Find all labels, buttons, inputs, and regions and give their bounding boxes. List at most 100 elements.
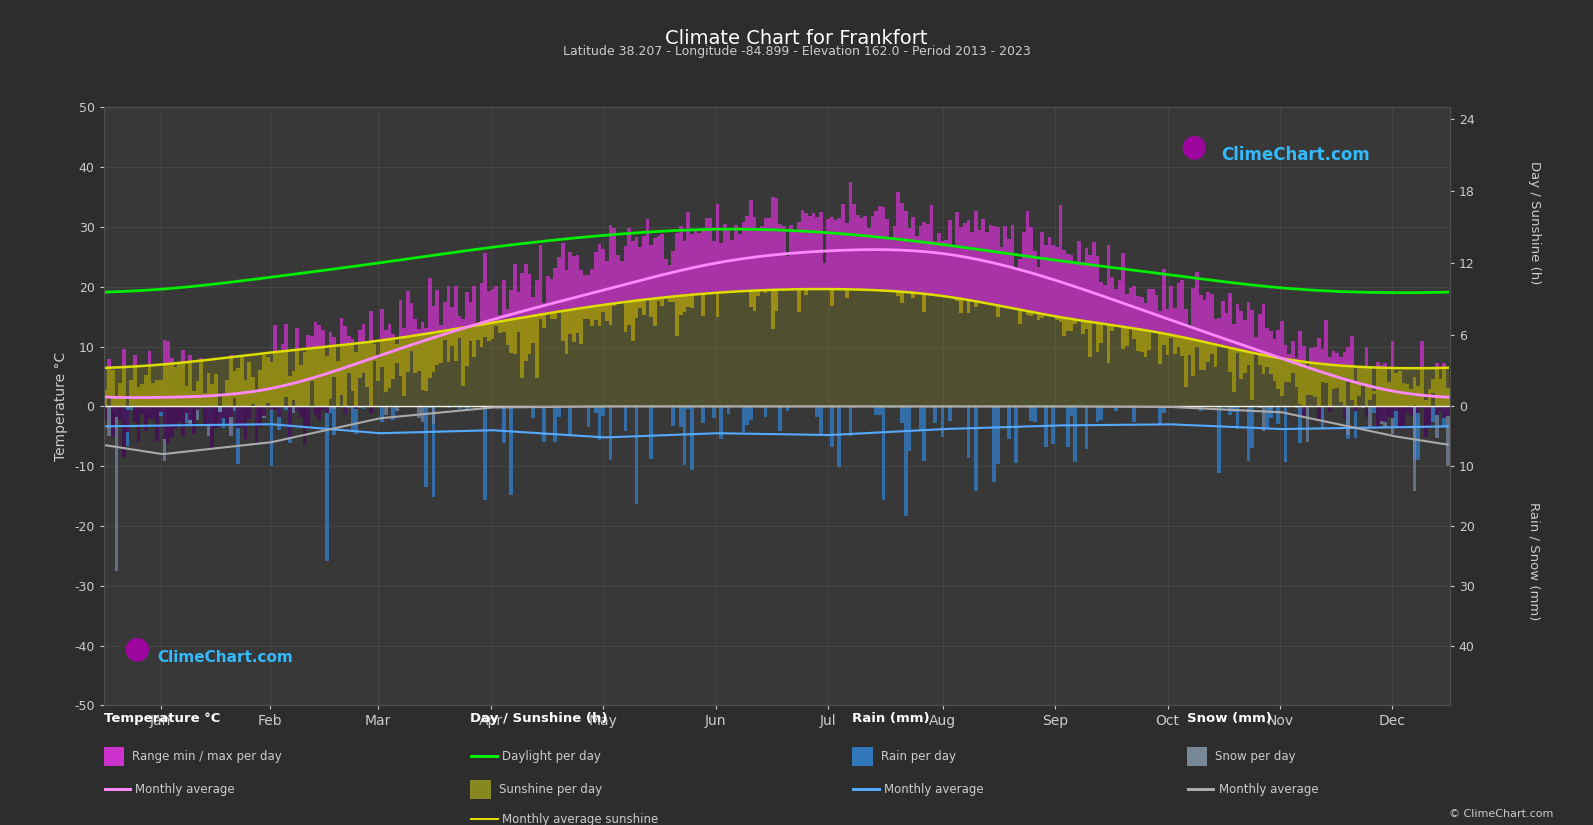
Bar xyxy=(225,380,229,407)
Bar xyxy=(1340,357,1343,365)
Bar xyxy=(628,301,631,324)
Bar xyxy=(280,344,284,351)
Bar xyxy=(1018,259,1021,309)
Bar xyxy=(908,229,911,292)
Bar xyxy=(926,224,930,295)
Bar xyxy=(774,198,779,290)
Bar xyxy=(236,368,241,407)
Bar xyxy=(749,290,752,307)
Bar xyxy=(687,407,690,409)
Bar xyxy=(432,407,435,424)
Bar xyxy=(1192,340,1195,376)
Bar xyxy=(370,312,373,342)
Bar xyxy=(333,337,336,346)
Text: Monthly average: Monthly average xyxy=(135,783,236,796)
Bar xyxy=(295,328,299,350)
Bar xyxy=(1063,250,1066,318)
Bar xyxy=(1243,320,1247,351)
Bar xyxy=(1133,286,1136,328)
Bar xyxy=(664,297,667,299)
Bar xyxy=(878,407,881,414)
Bar xyxy=(284,407,288,410)
Bar xyxy=(1306,407,1309,442)
Bar xyxy=(785,256,790,290)
Bar xyxy=(521,318,524,379)
Bar xyxy=(1018,309,1021,323)
Text: Monthly average: Monthly average xyxy=(884,783,984,796)
Bar xyxy=(1080,262,1085,321)
Bar xyxy=(1273,339,1276,357)
Bar xyxy=(177,407,182,422)
Bar xyxy=(989,225,992,304)
Bar xyxy=(623,407,628,431)
Bar xyxy=(903,407,908,516)
Bar xyxy=(443,302,446,331)
Bar xyxy=(749,200,752,290)
Bar xyxy=(454,329,457,361)
Bar xyxy=(417,335,421,370)
Bar xyxy=(911,217,914,293)
Bar xyxy=(1200,295,1203,342)
Bar xyxy=(263,355,266,407)
Bar xyxy=(731,240,734,292)
Bar xyxy=(1383,363,1388,368)
Bar xyxy=(1110,276,1114,325)
Bar xyxy=(1051,407,1055,444)
Bar xyxy=(720,407,723,439)
Bar xyxy=(667,297,672,302)
Bar xyxy=(162,341,166,365)
Bar xyxy=(207,407,210,436)
Bar xyxy=(900,292,903,303)
Bar xyxy=(1243,351,1247,373)
Bar xyxy=(483,407,487,408)
Bar xyxy=(1070,407,1074,416)
Bar xyxy=(155,380,159,407)
Bar xyxy=(1343,407,1346,413)
Bar xyxy=(849,182,852,290)
Bar xyxy=(1200,342,1203,370)
Bar xyxy=(609,225,612,304)
Text: Temperature °C: Temperature °C xyxy=(104,712,220,725)
Bar xyxy=(1306,367,1309,395)
Bar xyxy=(207,373,210,407)
Bar xyxy=(241,357,244,407)
Bar xyxy=(421,323,424,334)
Bar xyxy=(358,407,362,408)
Bar xyxy=(134,407,137,422)
Bar xyxy=(140,384,143,407)
Bar xyxy=(973,407,978,491)
Bar xyxy=(170,358,174,364)
Bar xyxy=(1211,295,1214,344)
Bar xyxy=(1391,407,1394,418)
Bar xyxy=(1114,289,1118,326)
Bar xyxy=(1236,304,1239,350)
Bar xyxy=(233,407,236,411)
Bar xyxy=(424,334,429,391)
Bar xyxy=(553,407,558,441)
Bar xyxy=(645,219,650,299)
Bar xyxy=(908,407,911,451)
Bar xyxy=(295,350,299,407)
Bar xyxy=(616,256,620,303)
Bar xyxy=(277,407,280,430)
Bar xyxy=(738,234,742,291)
Bar xyxy=(1442,407,1446,417)
Bar xyxy=(1236,407,1239,430)
Bar xyxy=(1270,356,1273,374)
Bar xyxy=(1435,407,1438,438)
Bar xyxy=(314,348,317,407)
Bar xyxy=(591,306,594,326)
Bar xyxy=(871,216,875,290)
Bar xyxy=(170,407,174,437)
Bar xyxy=(1317,338,1321,364)
Bar xyxy=(844,290,849,298)
Bar xyxy=(107,359,112,368)
Bar xyxy=(1383,407,1388,428)
Bar xyxy=(572,256,575,309)
Bar xyxy=(1287,360,1290,382)
Bar xyxy=(572,309,575,342)
Bar xyxy=(757,230,760,290)
Bar xyxy=(457,328,462,337)
Bar xyxy=(1276,358,1281,389)
Bar xyxy=(564,270,569,310)
